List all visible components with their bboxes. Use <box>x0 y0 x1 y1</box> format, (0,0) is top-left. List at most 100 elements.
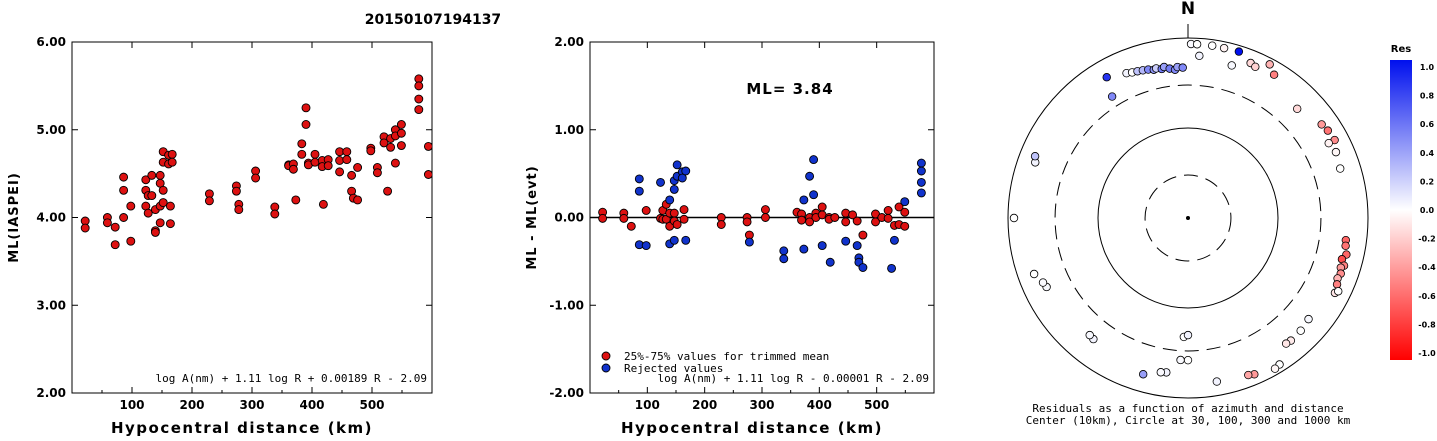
rejected-point <box>858 263 868 272</box>
residual-point <box>1029 269 1039 279</box>
residual-point <box>1107 92 1117 101</box>
data-point <box>165 201 175 211</box>
data-point <box>126 236 136 246</box>
residual-point <box>1038 278 1048 287</box>
data-point <box>288 164 298 174</box>
data-point <box>110 222 120 232</box>
residual-point <box>1156 368 1166 377</box>
data-point <box>270 209 280 219</box>
residual-point <box>1195 51 1204 61</box>
data-point <box>143 208 153 218</box>
data-point <box>318 199 328 209</box>
trimmed-point <box>848 210 858 220</box>
range-circle <box>1097 127 1279 309</box>
x-axis-label: Hypocentral distance (km) <box>621 419 883 437</box>
data-point <box>347 170 357 180</box>
data-point <box>167 157 177 167</box>
rejected-point <box>825 257 835 267</box>
data-point <box>234 205 244 215</box>
rejected-point <box>744 237 754 247</box>
trimmed-point <box>883 213 893 223</box>
data-point <box>310 157 320 167</box>
y-tick-label: 1.00 <box>554 123 584 137</box>
data-point <box>335 156 345 165</box>
residual-point <box>1270 364 1280 373</box>
trimmed-point <box>841 217 851 227</box>
data-point <box>366 146 376 156</box>
colorbar-label: 0.8 <box>1420 92 1435 101</box>
rejected-point <box>641 241 651 251</box>
data-point <box>80 223 90 233</box>
trimmed-point <box>598 213 608 223</box>
residual-point <box>1341 241 1350 250</box>
data-point <box>383 186 393 196</box>
rejected-point <box>817 241 827 251</box>
data-point <box>301 120 311 129</box>
x-tick-label: 100 <box>635 398 660 412</box>
data-point <box>147 170 157 180</box>
residual-point <box>1176 355 1185 365</box>
data-point <box>396 141 406 150</box>
residual-point <box>1234 47 1244 56</box>
data-point <box>390 158 400 168</box>
legend-marker <box>601 363 611 373</box>
residual-point <box>1030 152 1040 161</box>
panel-residual-vs-distance: 100 200 300 400 500 -2.00 -1.00 0.00 1.00 2.00 Hyp… <box>525 35 935 437</box>
colorbar-label: 0.4 <box>1420 149 1435 158</box>
panel-ml-vs-distance: 100 200 300 400 500 2.00 3.00 4.00 5.00 6.00 Hypoc… <box>7 35 433 437</box>
range-circle <box>1054 84 1322 352</box>
rejected-point <box>677 173 687 183</box>
data-point <box>167 149 177 159</box>
rejected-point <box>916 188 926 198</box>
residual-point <box>1293 104 1302 113</box>
y-tick-label: 2.00 <box>554 35 584 49</box>
data-point <box>110 240 120 250</box>
data-point <box>155 218 165 228</box>
residual-point <box>1332 280 1342 289</box>
rejected-point <box>852 241 862 251</box>
trimmed-point <box>760 205 770 215</box>
colorbar <box>1390 60 1412 360</box>
y-axis-label: ML(IASPEI) <box>7 172 22 263</box>
data-point <box>150 227 160 237</box>
residual-point <box>1212 377 1222 386</box>
residual-point <box>1334 287 1343 296</box>
x-tick-label: 100 <box>119 398 144 412</box>
x-tick-label: 500 <box>864 398 889 412</box>
x-axis-label: Hypocentral distance (km) <box>111 419 373 437</box>
data-point <box>353 163 363 172</box>
data-point <box>414 105 424 115</box>
data-point <box>204 196 214 206</box>
rejected-point <box>841 236 851 246</box>
data-point <box>335 167 345 177</box>
rejected-point <box>916 166 926 176</box>
trimmed-point <box>672 220 682 229</box>
trimmed-point <box>883 206 893 215</box>
data-point <box>158 185 168 195</box>
x-tick-label: 400 <box>299 398 324 412</box>
trimmed-point <box>900 207 910 217</box>
rejected-point <box>634 174 644 184</box>
colorbar-label: -1.0 <box>1418 349 1436 358</box>
polar-caption-line2: Center (10km), Circle at 30, 100, 300 an… <box>1026 414 1351 427</box>
data-point <box>353 195 363 205</box>
data-point <box>414 81 424 91</box>
data-point <box>119 172 129 182</box>
data-point <box>297 139 307 149</box>
data-point <box>119 185 129 195</box>
data-point <box>310 149 320 159</box>
residual-point <box>1009 213 1019 223</box>
data-point <box>155 170 165 180</box>
x-tick-label: 400 <box>807 398 832 412</box>
formula-label: log A(nm) + 1.11 log R - 0.00001 R - 2.0… <box>657 372 929 385</box>
residual-point <box>1102 73 1111 82</box>
trimmed-point <box>805 217 815 227</box>
trimmed-point <box>852 216 862 226</box>
points-layer <box>598 155 926 273</box>
residual-point <box>1265 60 1274 69</box>
rejected-point <box>889 235 899 245</box>
colorbar-label: -0.6 <box>1418 292 1436 301</box>
residual-point <box>1085 330 1094 340</box>
data-point <box>119 213 129 222</box>
